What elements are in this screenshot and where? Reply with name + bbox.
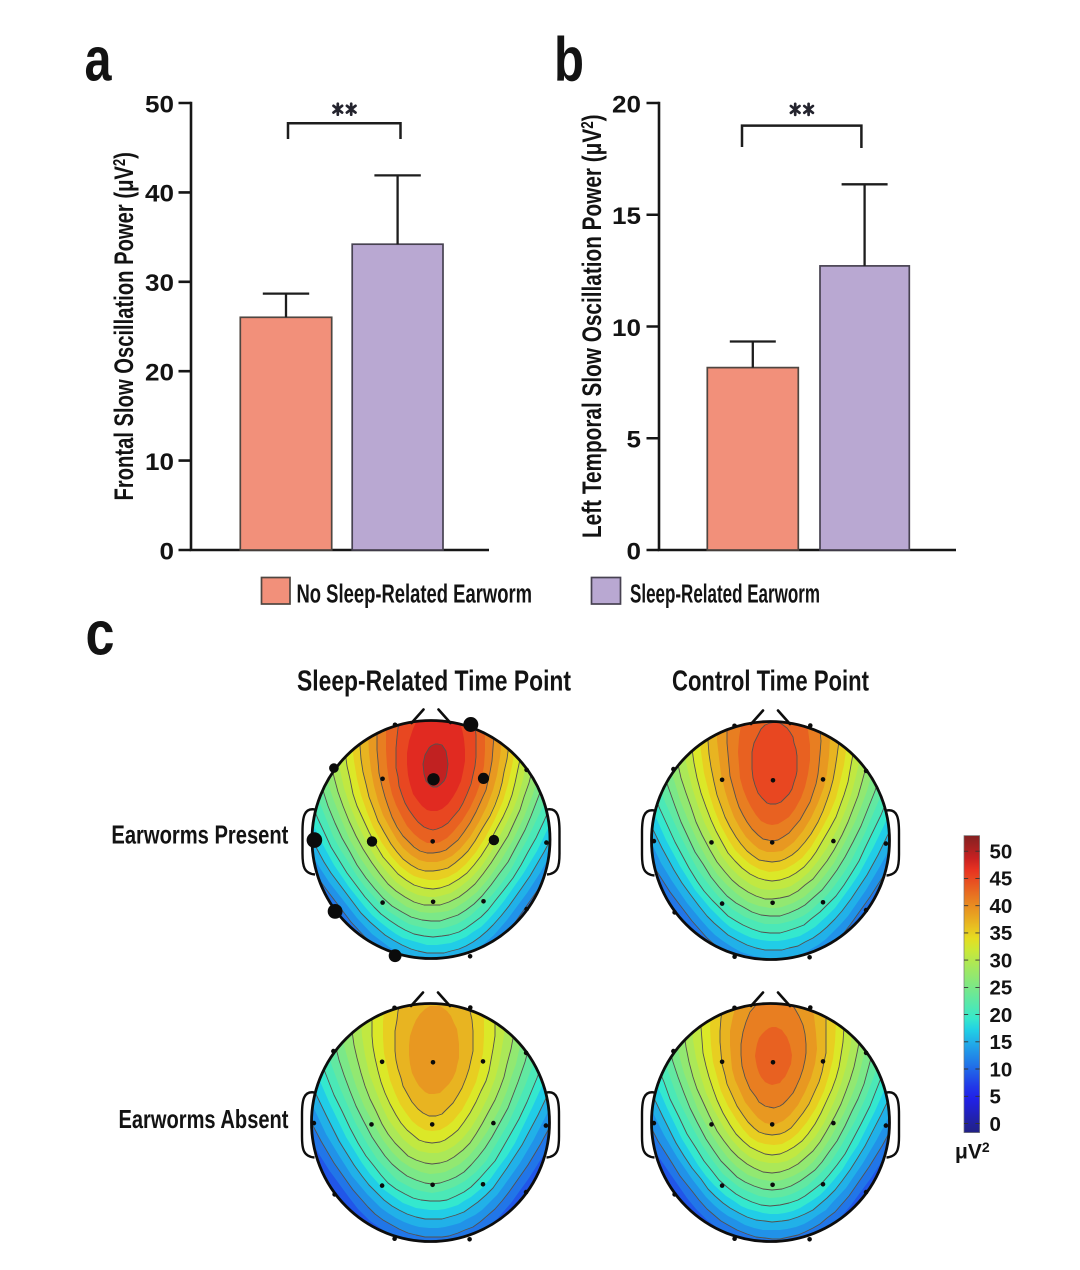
svg-text:5: 5 (990, 1086, 1001, 1109)
svg-text:40: 40 (990, 895, 1013, 918)
svg-text:c: c (86, 600, 115, 669)
svg-text:20: 20 (145, 360, 174, 387)
svg-text:15: 15 (990, 1031, 1013, 1054)
svg-text:Sleep-Related Earworm: Sleep-Related Earworm (630, 581, 820, 609)
svg-text:5: 5 (627, 427, 642, 454)
svg-text:50: 50 (145, 91, 174, 118)
svg-text:20: 20 (990, 1004, 1013, 1027)
svg-text:b: b (554, 26, 584, 95)
svg-text:25: 25 (990, 977, 1013, 1000)
svg-text:45: 45 (990, 868, 1013, 891)
svg-text:0: 0 (990, 1113, 1001, 1136)
svg-text:15: 15 (612, 203, 641, 230)
svg-text:a: a (85, 26, 112, 95)
svg-text:Sleep-Related Time Point: Sleep-Related Time Point (297, 666, 571, 698)
svg-text:40: 40 (145, 181, 174, 208)
svg-text:Earworms Present: Earworms Present (111, 820, 288, 850)
svg-text:35: 35 (990, 922, 1013, 945)
svg-text:30: 30 (145, 270, 174, 297)
svg-text:0: 0 (160, 538, 175, 565)
svg-text:Left Temporal Slow Oscillation: Left Temporal Slow Oscillation Power (μV… (577, 114, 607, 538)
svg-text:No Sleep-Related Earworm: No Sleep-Related Earworm (297, 581, 533, 609)
svg-text:Control Time Point: Control Time Point (672, 666, 869, 698)
svg-text:0: 0 (627, 538, 642, 565)
svg-text:10: 10 (612, 315, 641, 342)
svg-text:20: 20 (612, 91, 641, 118)
svg-text:10: 10 (990, 1058, 1013, 1081)
svg-text:Frontal Slow Oscillation Power: Frontal Slow Oscillation Power (μV2) (109, 152, 140, 500)
svg-text:50: 50 (990, 841, 1013, 864)
svg-text:30: 30 (990, 949, 1013, 972)
svg-text:10: 10 (145, 449, 174, 476)
svg-text:Earworms Absent: Earworms Absent (119, 1104, 289, 1134)
